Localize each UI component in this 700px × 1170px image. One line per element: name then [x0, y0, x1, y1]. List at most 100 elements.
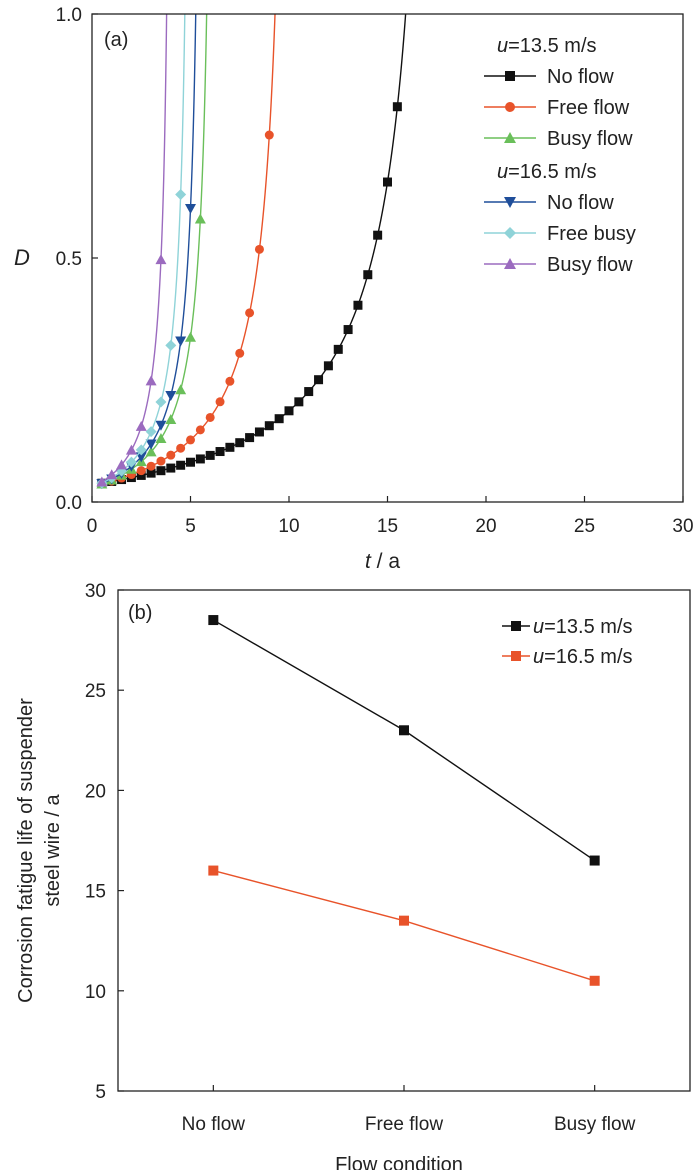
- chart-panel-b: 5 10 15 20 25 30 No flow Free flow Busy flow Flow…: [15, 581, 691, 1170]
- legend-label: u=16.5 m/s: [533, 646, 633, 668]
- data-point: [155, 433, 167, 444]
- data-point: [194, 213, 206, 224]
- legend-marker: [511, 621, 521, 631]
- data-point: [383, 177, 392, 187]
- series-a-0: [97, 14, 407, 488]
- data-point: [155, 254, 167, 265]
- data-point: [165, 339, 177, 351]
- data-point: [314, 375, 324, 385]
- legend-marker: [505, 102, 515, 112]
- data-point: [156, 466, 166, 476]
- data-point: [125, 456, 137, 468]
- legend-marker: [504, 258, 516, 269]
- panel-label: (a): [104, 29, 128, 51]
- data-point: [156, 456, 166, 466]
- x-tick-label: Free flow: [365, 1114, 443, 1135]
- data-point: [136, 470, 146, 480]
- series-line: [213, 869, 595, 982]
- y-tick-label: 0.0: [56, 493, 82, 514]
- data-point: [235, 348, 245, 358]
- data-point: [304, 387, 314, 397]
- data-point: [284, 406, 294, 416]
- data-point: [343, 325, 353, 335]
- data-point: [205, 450, 215, 460]
- legend-label: Busy flow: [547, 128, 633, 150]
- y-tick-label: 30: [85, 581, 106, 602]
- data-point: [323, 361, 333, 371]
- x-tick-label: Busy flow: [554, 1114, 636, 1135]
- y-axis-label-line: steel wire / a: [42, 793, 64, 906]
- data-point: [245, 433, 255, 443]
- data-point: [205, 412, 215, 422]
- x-tick-label: 25: [574, 516, 595, 537]
- data-point: [136, 466, 146, 476]
- legend-label: No flow: [547, 66, 614, 88]
- legend-marker: [504, 132, 516, 143]
- series-line: [101, 14, 407, 484]
- legend-label: u=13.5 m/s: [533, 616, 633, 638]
- data-point: [195, 425, 205, 435]
- data-point: [208, 615, 219, 626]
- data-point: [245, 308, 255, 318]
- data-point: [155, 396, 167, 408]
- x-tick-label: 0: [87, 516, 98, 537]
- data-point: [185, 204, 196, 215]
- legend-group-title: u=13.5 m/s: [497, 35, 597, 57]
- x-tick-label: 30: [672, 516, 693, 537]
- y-axis-label: D: [14, 245, 30, 270]
- data-point: [225, 442, 235, 452]
- y-axis-label: Corrosion fatigue life of suspender steel…: [15, 698, 64, 1003]
- data-point: [254, 244, 264, 254]
- data-point: [254, 427, 264, 437]
- series-a-3: [96, 14, 197, 490]
- series-line: [101, 14, 186, 484]
- data-point: [392, 102, 402, 112]
- data-point: [125, 444, 137, 455]
- legend-marker: [504, 227, 516, 239]
- legend: u=13.5 m/s u=16.5 m/s: [502, 616, 633, 668]
- x-tick-label: 10: [278, 516, 299, 537]
- data-point: [373, 230, 383, 240]
- series-line: [101, 14, 276, 485]
- legend-marker: [504, 197, 516, 208]
- data-point: [96, 476, 108, 487]
- data-point: [166, 463, 176, 473]
- data-point: [264, 421, 274, 431]
- data-point: [186, 457, 195, 467]
- legend-label: Free flow: [547, 97, 630, 119]
- series-line: [101, 14, 168, 483]
- data-point: [363, 270, 373, 280]
- series-a-2: [96, 14, 208, 489]
- legend-group-title: u=16.5 m/s: [497, 161, 597, 183]
- legend: u=13.5 m/s No flow Free flow Busy flow u=16.…: [484, 35, 636, 276]
- chart-panel-a: 0 5 10 15 20 25 30 0.0 0.5 1.0 t / a D (a) u=13.5 m/s…: [14, 5, 694, 573]
- series-b-0: [208, 615, 600, 866]
- data-point: [264, 130, 274, 140]
- data-point: [589, 855, 600, 866]
- y-axis-label-line: Corrosion fatigue life of suspender: [15, 698, 37, 1003]
- data-point: [589, 975, 600, 986]
- data-point: [116, 459, 128, 470]
- data-point: [165, 391, 177, 402]
- data-point: [106, 469, 118, 480]
- x-axis-label: Flow condition: [335, 1154, 463, 1170]
- legend-marker: [505, 71, 515, 81]
- y-tick-label: 20: [85, 781, 106, 802]
- x-tick-label: 5: [185, 516, 196, 537]
- y-tick-label: 1.0: [56, 5, 82, 26]
- data-point: [208, 865, 219, 876]
- x-axis-label: t / a: [365, 550, 400, 573]
- data-point: [185, 331, 196, 342]
- data-point: [294, 397, 304, 407]
- x-tick-label: 20: [475, 516, 496, 537]
- y-tick-label: 10: [85, 982, 106, 1003]
- y-tick-label: 0.5: [56, 249, 82, 270]
- legend-label: No flow: [547, 192, 614, 214]
- legend-label: Free busy: [547, 223, 636, 245]
- data-point: [155, 420, 167, 431]
- data-point: [215, 397, 225, 407]
- x-tick-label: No flow: [182, 1114, 246, 1135]
- series-b-1: [208, 865, 600, 986]
- data-point: [225, 376, 235, 386]
